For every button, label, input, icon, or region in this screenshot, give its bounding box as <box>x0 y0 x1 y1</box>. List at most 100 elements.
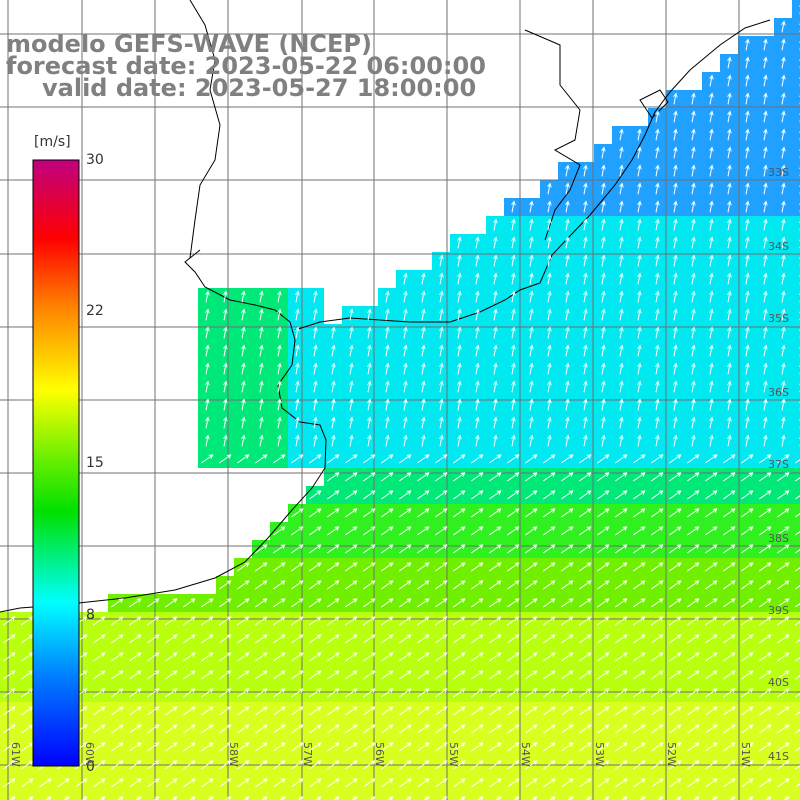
wind-arrow-icon <box>421 344 426 357</box>
wind-arrow-icon <box>147 742 160 752</box>
wind-arrow-icon <box>259 380 264 393</box>
wind-arrow-icon <box>777 580 790 590</box>
wind-arrow-icon <box>601 434 606 447</box>
wind-arrow-icon <box>291 454 304 464</box>
wind-arrow-icon <box>781 308 786 321</box>
wind-arrow-icon <box>673 380 678 393</box>
wind-arrow-icon <box>705 598 718 608</box>
wind-arrow-icon <box>691 146 696 159</box>
wind-arrow-icon <box>745 434 750 447</box>
wind-arrow-icon <box>597 778 610 788</box>
wind-arrow-icon <box>183 778 196 788</box>
wind-arrow-icon <box>381 670 394 680</box>
wind-arrow-icon <box>493 218 498 231</box>
wind-arrow-icon <box>381 472 394 482</box>
lon-label: 52W <box>665 742 678 767</box>
wind-cell <box>792 486 800 504</box>
wind-arrow-icon <box>511 272 516 285</box>
wind-cell <box>450 792 468 800</box>
wind-arrow-icon <box>399 580 412 590</box>
wind-cell <box>792 324 800 342</box>
wind-arrow-icon <box>363 724 376 734</box>
wind-arrow-icon <box>369 796 376 800</box>
wind-arrow-icon <box>777 742 790 752</box>
wind-arrow-icon <box>741 760 754 770</box>
wind-arrow-icon <box>3 634 16 644</box>
wind-arrow-icon <box>543 706 556 716</box>
wind-cell <box>792 144 800 162</box>
wind-arrow-icon <box>745 182 750 195</box>
wind-arrow-icon <box>453 526 466 536</box>
wind-arrow-icon <box>219 778 232 788</box>
wind-arrow-icon <box>241 326 246 339</box>
wind-arrow-icon <box>561 454 574 464</box>
wind-arrow-icon <box>687 472 700 482</box>
wind-arrow-icon <box>507 742 520 752</box>
wind-arrow-icon <box>531 796 538 800</box>
wind-arrow-icon <box>673 272 678 285</box>
wind-arrow-icon <box>709 308 714 321</box>
wind-arrow-icon <box>655 344 660 357</box>
wind-arrow-icon <box>795 747 800 752</box>
wind-arrow-icon <box>165 670 178 680</box>
wind-arrow-icon <box>691 308 696 321</box>
wind-arrow-icon <box>795 675 800 680</box>
wind-arrow-icon <box>615 562 628 572</box>
wind-arrow-icon <box>331 326 336 339</box>
wind-arrow-icon <box>309 634 322 644</box>
wind-arrow-icon <box>255 652 268 662</box>
wind-cell <box>792 270 800 288</box>
wind-arrow-icon <box>417 778 430 788</box>
wind-cell <box>792 774 800 792</box>
wind-arrow-icon <box>435 670 448 680</box>
wind-arrow-icon <box>529 362 534 375</box>
wind-arrow-icon <box>363 454 376 464</box>
wind-arrow-icon <box>399 526 412 536</box>
wind-arrow-icon <box>637 434 642 447</box>
wind-arrow-icon <box>525 508 538 518</box>
wind-arrow-icon <box>687 706 700 716</box>
wind-arrow-icon <box>363 472 376 482</box>
wind-arrow-icon <box>313 416 318 429</box>
wind-arrow-icon <box>237 634 250 644</box>
wind-arrow-icon <box>511 344 516 357</box>
wind-arrow-icon <box>255 544 268 554</box>
wind-arrow-icon <box>297 796 304 800</box>
wind-arrow-icon <box>579 454 592 464</box>
wind-arrow-icon <box>565 254 570 267</box>
wind-arrow-icon <box>795 459 800 464</box>
wind-arrow-icon <box>291 652 304 662</box>
wind-arrow-icon <box>493 272 498 285</box>
wind-arrow-icon <box>687 742 700 752</box>
wind-arrow-icon <box>453 544 466 554</box>
wind-arrow-icon <box>727 92 732 105</box>
wind-arrow-icon <box>205 398 210 411</box>
wind-arrow-icon <box>637 272 642 285</box>
wind-arrow-icon <box>225 796 232 800</box>
wind-arrow-icon <box>781 146 786 159</box>
wind-arrow-icon <box>763 74 768 87</box>
wind-arrow-icon <box>723 580 736 590</box>
wind-arrow-icon <box>147 724 160 734</box>
wind-cell <box>558 792 576 800</box>
wind-arrow-icon <box>795 513 800 518</box>
wind-arrow-icon <box>291 526 304 536</box>
wind-arrow-icon <box>493 254 498 267</box>
wind-arrow-icon <box>795 639 800 644</box>
wind-arrow-icon <box>403 398 408 411</box>
colorbar-tick: 15 <box>86 455 104 471</box>
wind-cell <box>792 612 800 630</box>
wind-arrow-icon <box>403 434 408 447</box>
wind-arrow-icon <box>471 778 484 788</box>
wind-arrow-icon <box>763 344 768 357</box>
wind-arrow-icon <box>367 380 372 393</box>
wind-arrow-icon <box>525 760 538 770</box>
wind-arrow-icon <box>183 616 196 626</box>
wind-arrow-icon <box>295 308 300 321</box>
wind-arrow-icon <box>489 472 502 482</box>
wind-arrow-icon <box>579 616 592 626</box>
wind-arrow-icon <box>597 616 610 626</box>
wind-arrow-icon <box>63 796 70 800</box>
wind-arrow-icon <box>493 326 498 339</box>
wind-arrow-icon <box>255 688 268 698</box>
